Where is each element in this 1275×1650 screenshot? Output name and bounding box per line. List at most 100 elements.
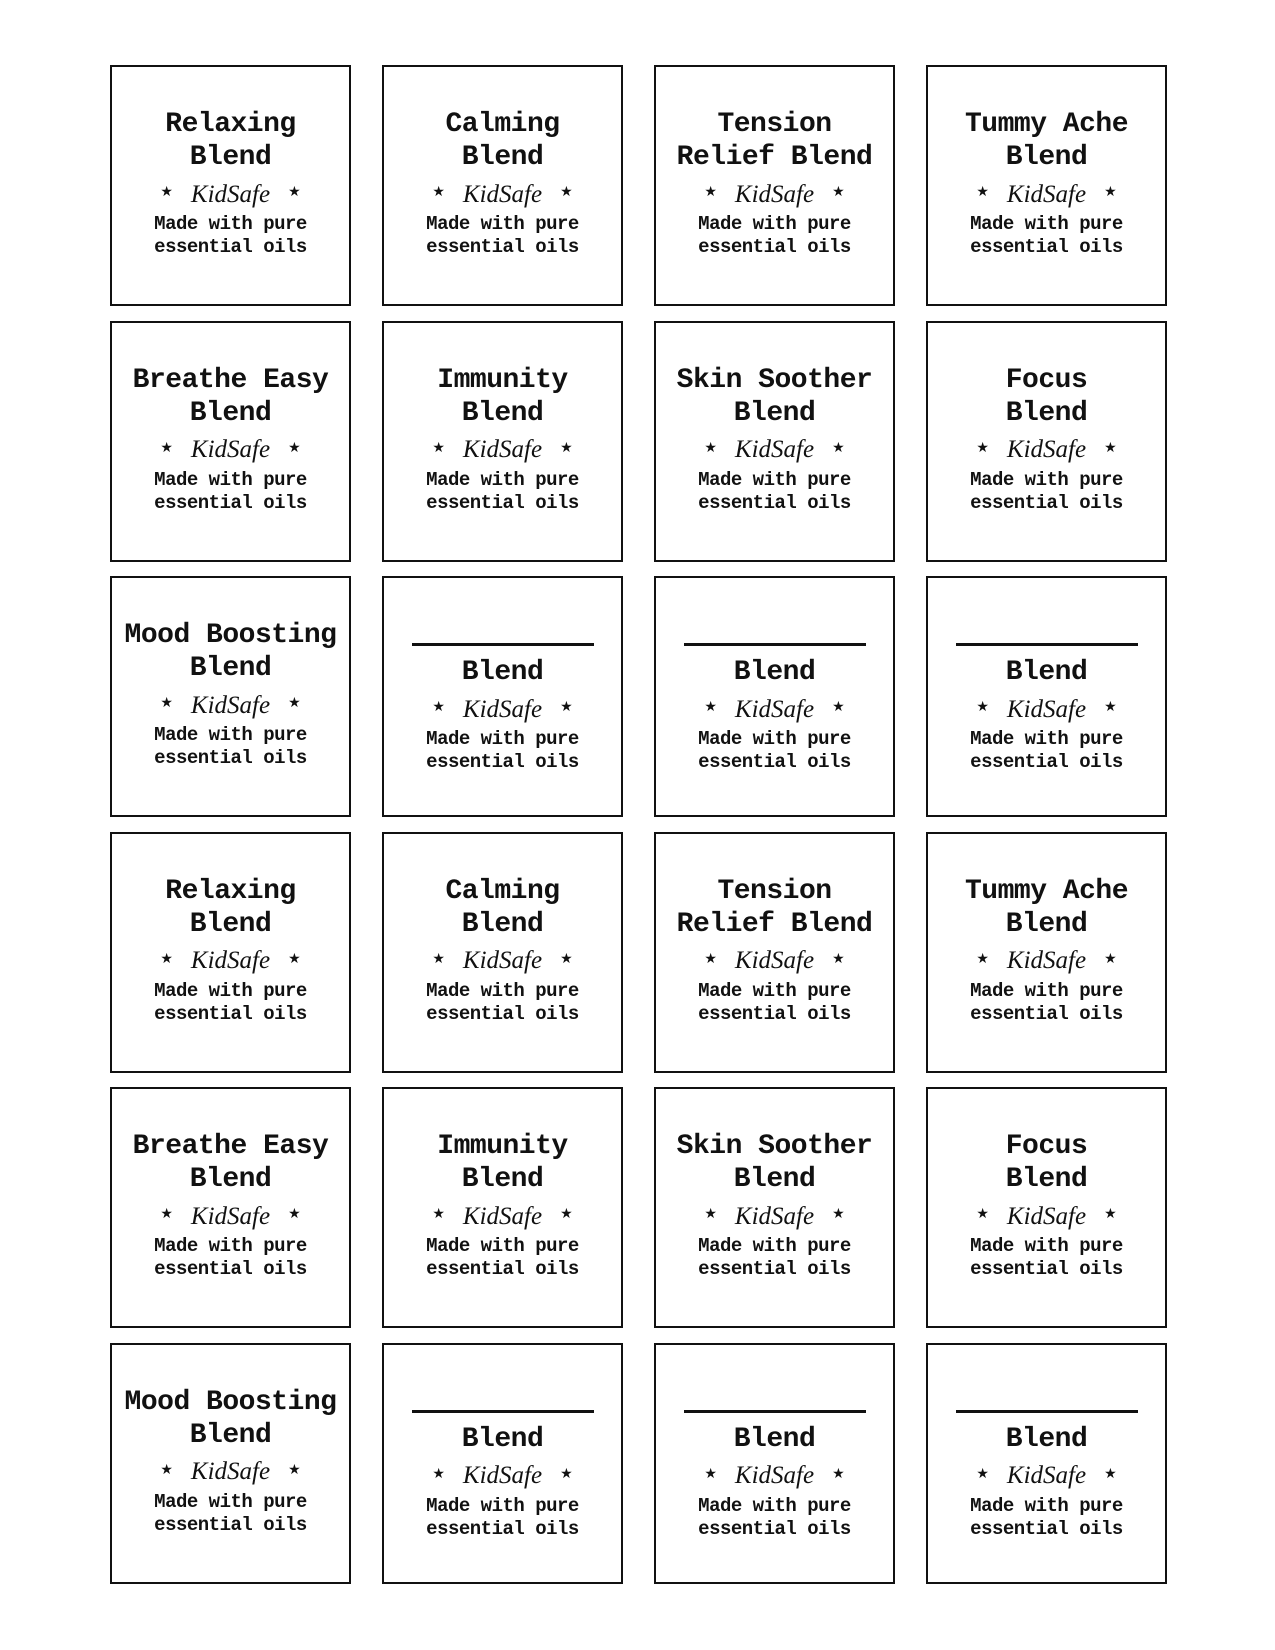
kidsafe-label: KidSafe	[1006, 1462, 1087, 1489]
blend-title: Breathe Easy Blend	[112, 1130, 349, 1196]
blend-title-line2: Blend	[189, 653, 272, 684]
blend-title-line2: Relief Blend	[676, 142, 873, 173]
star-icon: ★	[704, 184, 717, 200]
star-icon: ★	[288, 950, 301, 967]
kidsafe-label: KidSafe	[734, 180, 815, 208]
blend-label: Tummy Ache Blend ★ KidSafe ★ Made with p…	[926, 831, 1167, 1073]
kidsafe-row: ★ KidSafe ★	[928, 177, 1165, 211]
blend-title-line1-text: Skin Soother	[676, 1131, 873, 1162]
blend-label: Focus Blend ★ KidSafe ★ Made with pure e…	[926, 320, 1167, 562]
blend-title-line1: Immunity	[384, 1130, 621, 1163]
star-icon: ★	[832, 184, 845, 200]
kidsafe-label: KidSafe	[190, 436, 271, 463]
tagline-line2: essential oils	[426, 491, 579, 514]
tagline-line1: Made with pure	[154, 1490, 307, 1513]
kidsafe-label: KidSafe	[462, 695, 543, 723]
kidsafe-label: KidSafe	[190, 180, 271, 208]
tagline-line2: essential oils	[154, 747, 307, 769]
star-icon: ★	[288, 1461, 301, 1478]
tagline: Made with pure essential oils	[112, 724, 349, 770]
blend-label: Tension Relief Blend ★ KidSafe ★ Made wi…	[654, 65, 895, 306]
kidsafe-label: KidSafe	[734, 436, 815, 463]
blend-title-line1	[928, 619, 1165, 656]
star-icon: ★	[160, 439, 173, 456]
kidsafe-row: ★ KidSafe ★	[112, 1455, 349, 1489]
kidsafe-row: ★ KidSafe ★	[112, 177, 349, 211]
kidsafe-row: ★ KidSafe ★	[112, 1199, 349, 1233]
blend-title-line2: Blend	[1005, 1164, 1088, 1195]
blend-label: Calming Blend ★ KidSafe ★ Made with pure…	[382, 65, 623, 306]
star-icon: ★	[160, 1206, 173, 1222]
tagline: Made with pure essential oils	[656, 1495, 893, 1541]
blend-title: Focus Blend	[928, 1130, 1165, 1196]
blend-title-line1-text: Breathe Easy	[132, 1131, 329, 1162]
tagline-line1: Made with pure	[970, 979, 1123, 1002]
kidsafe-row: ★ KidSafe ★	[112, 433, 349, 467]
kidsafe-row: ★ KidSafe ★	[656, 944, 893, 978]
tagline-line2: essential oils	[426, 236, 579, 258]
blend-title-line1: Focus	[928, 1130, 1165, 1163]
blend-label: Breathe Easy Blend ★ KidSafe ★ Made with…	[110, 1087, 351, 1328]
blend-label: Focus Blend ★ KidSafe ★ Made with pure e…	[926, 1087, 1167, 1328]
kidsafe-label: KidSafe	[190, 947, 271, 974]
blend-title-line1: Calming	[384, 108, 621, 141]
star-icon: ★	[1104, 950, 1117, 967]
blend-title-line1: Tension	[656, 875, 893, 908]
kidsafe-row: ★ KidSafe ★	[112, 688, 349, 722]
tagline: Made with pure essential oils	[656, 1235, 893, 1281]
star-icon: ★	[560, 699, 573, 715]
blend-title-line2: Relief Blend	[676, 908, 873, 940]
kidsafe-row: ★ KidSafe ★	[928, 1199, 1165, 1233]
tagline-line2: essential oils	[698, 1002, 851, 1025]
blend-title-line2: Blend	[461, 1164, 544, 1195]
tagline-line2: essential oils	[970, 236, 1123, 258]
blend-title: Blend	[384, 1386, 621, 1456]
blend-title-line2: Blend	[733, 657, 816, 688]
star-icon: ★	[560, 439, 573, 456]
tagline: Made with pure essential oils	[656, 980, 893, 1026]
blend-title-line2: Blend	[461, 142, 544, 173]
tagline: Made with pure essential oils	[384, 728, 621, 774]
blend-title: Tummy Ache Blend	[928, 108, 1165, 174]
tagline: Made with pure essential oils	[656, 213, 893, 259]
kidsafe-row: ★ KidSafe ★	[384, 944, 621, 978]
tagline-line1: Made with pure	[154, 213, 307, 235]
blend-label: Skin Soother Blend ★ KidSafe ★ Made with…	[654, 1087, 895, 1328]
star-icon: ★	[704, 1465, 717, 1482]
blend-title-line2: Blend	[733, 397, 816, 429]
tagline: Made with pure essential oils	[384, 1235, 621, 1281]
blend-title: Focus Blend	[928, 364, 1165, 430]
star-icon: ★	[432, 1465, 445, 1482]
tagline: Made with pure essential oils	[928, 1495, 1165, 1541]
blend-title: Blend	[928, 1386, 1165, 1456]
blend-title-line1-text: Relaxing	[165, 875, 296, 907]
blend-title-line1-text	[411, 619, 594, 646]
star-icon: ★	[976, 439, 989, 456]
blend-title-line2: Blend	[1005, 908, 1088, 940]
star-icon: ★	[976, 699, 989, 715]
kidsafe-row: ★ KidSafe ★	[656, 1459, 893, 1493]
blend-title-line2: Blend	[1005, 142, 1088, 173]
kidsafe-row: ★ KidSafe ★	[384, 1199, 621, 1233]
blend-title-line1	[384, 1386, 621, 1423]
blend-title-line1: Calming	[384, 875, 621, 908]
blend-title-line1: Mood Boosting	[112, 1386, 349, 1419]
blend-title: Blend	[928, 619, 1165, 689]
blend-title-line1-text: Immunity	[437, 1131, 568, 1162]
blend-title-line1-text	[955, 619, 1138, 646]
tagline-line1: Made with pure	[970, 1494, 1123, 1517]
blend-title-line2: Blend	[189, 1164, 272, 1195]
tagline-line2: essential oils	[970, 491, 1123, 514]
kidsafe-label: KidSafe	[190, 1458, 271, 1485]
blend-title-line2: Blend	[461, 657, 544, 688]
blend-title-line1-text	[683, 1386, 866, 1413]
tagline-line1: Made with pure	[698, 213, 851, 235]
blend-title: Blend	[384, 619, 621, 689]
tagline: Made with pure essential oils	[384, 469, 621, 515]
blend-title-line1-text: Tension	[717, 875, 832, 907]
kidsafe-row: ★ KidSafe ★	[656, 433, 893, 467]
blend-label: Blend ★ KidSafe ★ Made with pure essenti…	[654, 1342, 895, 1584]
tagline: Made with pure essential oils	[384, 213, 621, 259]
star-icon: ★	[704, 439, 717, 456]
tagline-line1: Made with pure	[154, 468, 307, 491]
